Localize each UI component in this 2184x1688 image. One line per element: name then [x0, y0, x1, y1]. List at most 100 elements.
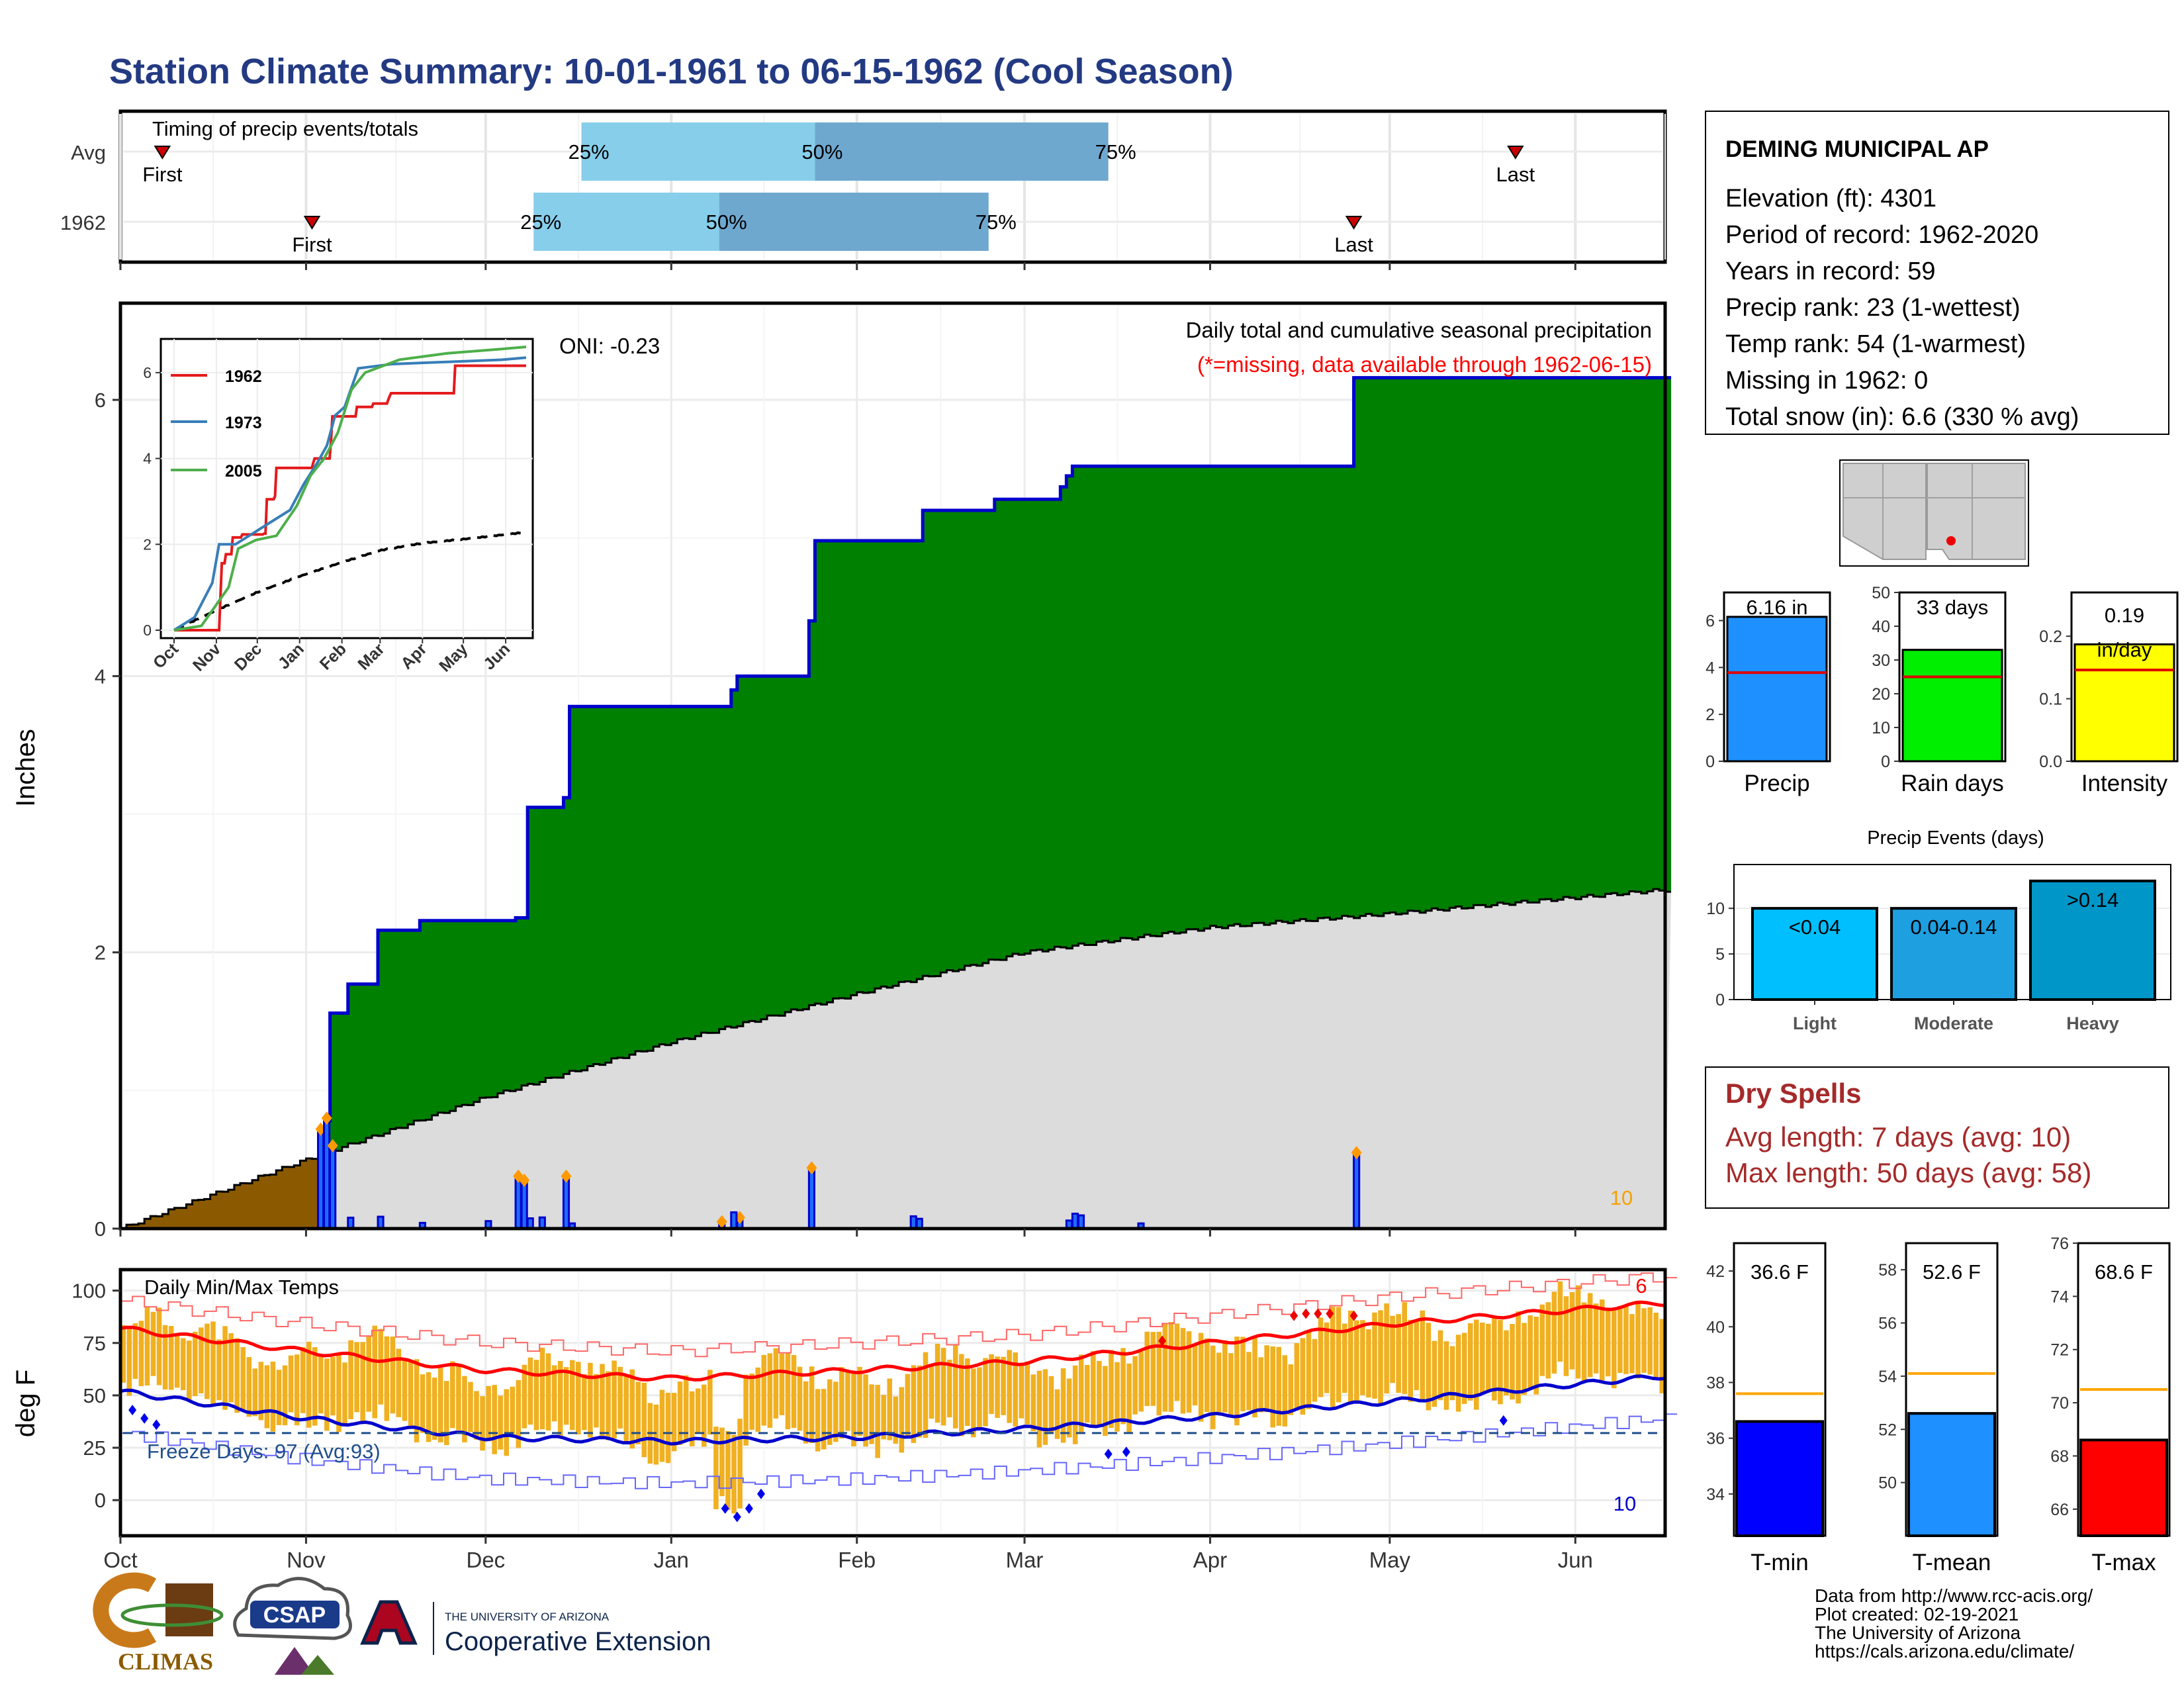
daily-temp-bar — [899, 1387, 905, 1453]
timing-label-25: 25% — [520, 211, 561, 234]
daily-temp-bar — [1030, 1374, 1036, 1432]
daily-snow-marker — [519, 1173, 530, 1187]
events-category-label: Moderate — [1914, 1013, 1993, 1033]
temp-summary-y-tick-label: 70 — [2050, 1394, 2069, 1413]
station-line-snow: Total snow (in): 6.6 (330 % avg) — [1725, 403, 2079, 431]
precip-corner-count: 10 — [1610, 1186, 1633, 1209]
daily-snow-marker — [321, 1111, 332, 1125]
daily-temp-bar — [486, 1385, 491, 1442]
climas-logo: CLIMAS — [93, 1572, 224, 1675]
station-location-marker — [1946, 536, 1956, 545]
daily-temp-bar — [551, 1365, 557, 1422]
events-bar-label: <0.04 — [1789, 915, 1841, 939]
daily-temp-bar — [779, 1353, 785, 1415]
freeze-days-label: Freeze Days: 97 (Avg:93) — [147, 1440, 381, 1463]
dry-spells-box: Dry Spells Avg length: 7 days (avg: 10) … — [1705, 1066, 2169, 1209]
temp-summary-bar — [1907, 1412, 1996, 1537]
daily-temp-bar — [288, 1355, 294, 1413]
daily-temp-bar — [905, 1374, 911, 1438]
temp-summary-bar — [2079, 1438, 2168, 1537]
record-low-count: 10 — [1614, 1492, 1636, 1515]
temp-summary-y-tick-label: 68 — [2050, 1447, 2069, 1466]
average-cumulative-area — [120, 889, 1672, 1229]
daily-temp-bar — [1492, 1317, 1497, 1401]
daily-temp-bar — [228, 1333, 234, 1403]
inset-average-line — [173, 530, 527, 632]
daily-temp-bar — [1042, 1369, 1048, 1445]
daily-precip-bar — [520, 1179, 528, 1230]
daily-snow-marker — [716, 1215, 727, 1229]
daily-temp-bar — [952, 1344, 958, 1429]
credit-plot-created: Plot created: 02-19-2021 — [1815, 1604, 2019, 1624]
csap-logo: CSAP — [233, 1577, 352, 1675]
timing-bar-50-75 — [719, 193, 989, 251]
month-label: Jan — [654, 1548, 689, 1572]
temp-daily-bars — [120, 1281, 1664, 1514]
daily-temp-bar — [677, 1381, 683, 1445]
timing-row-label-avg: Avg — [71, 141, 106, 164]
locator-map — [1839, 459, 2029, 567]
daily-temp-bar — [1510, 1324, 1515, 1400]
daily-temp-bar — [1539, 1304, 1545, 1376]
timing-first-marker — [303, 216, 321, 230]
record-high-marker — [1349, 1310, 1358, 1321]
daily-temp-bar — [1036, 1370, 1042, 1448]
month-label: Jun — [1558, 1548, 1593, 1572]
daily-temp-bar — [312, 1347, 318, 1426]
daily-temp-bar — [480, 1396, 485, 1451]
summary-bar-y-tick-label: 50 — [1872, 584, 1890, 602]
daily-temp-bar — [1288, 1364, 1294, 1415]
daily-temp-bar — [1312, 1338, 1318, 1402]
daily-temp-bar — [1270, 1346, 1275, 1428]
station-line-years: Years in record: 59 — [1725, 258, 1936, 285]
daily-temp-bar — [336, 1354, 341, 1432]
page-title: Station Climate Summary: 10-01-1961 to 0… — [109, 52, 1234, 91]
daily-temp-bar — [911, 1365, 917, 1443]
daily-temp-bar — [1300, 1338, 1306, 1415]
daily-precip-bar — [514, 1175, 522, 1230]
daily-temp-bar — [474, 1391, 479, 1440]
daily-temp-bar — [917, 1365, 923, 1438]
daily-temp-bar — [414, 1359, 420, 1442]
record-high-marker — [1290, 1310, 1298, 1321]
daily-temp-bar — [294, 1354, 300, 1426]
month-label: Dec — [466, 1548, 505, 1572]
summary-bar-y-tick-label: 0.0 — [2039, 753, 2062, 771]
daily-temp-bar — [318, 1356, 324, 1414]
daily-temp-bar — [252, 1368, 258, 1417]
map-arizona-shape — [1843, 463, 1927, 560]
daily-temp-bar — [1007, 1350, 1012, 1423]
daily-temp-bar — [785, 1353, 791, 1430]
daily-temp-bar — [1084, 1364, 1090, 1423]
daily-temp-bar — [576, 1362, 581, 1435]
daily-temp-bar — [174, 1333, 180, 1388]
daily-temp-bar — [600, 1364, 605, 1437]
daily-temp-bar — [150, 1311, 156, 1376]
inset-gridlines — [161, 339, 533, 638]
observed-cumulative-line — [324, 376, 1672, 1123]
daily-temp-bar — [743, 1374, 749, 1446]
precip-y-axis-label: Inches — [11, 729, 40, 807]
daily-temp-bar — [1437, 1330, 1443, 1401]
daily-temp-bar — [1551, 1291, 1557, 1374]
station-line-elevation: Elevation (ft): 4301 — [1725, 185, 1936, 212]
record-low-marker — [140, 1413, 149, 1424]
timing-bar-25-50 — [533, 193, 719, 251]
temp-summary-y-tick-label: 56 — [1878, 1315, 1897, 1333]
timing-label-75: 75% — [976, 211, 1017, 234]
events-bar — [1890, 907, 2017, 1001]
timing-first-label: First — [292, 233, 332, 256]
timing-rows: 25% 50% 75% First Last 25% 50% 75% First Last — [142, 122, 1535, 256]
temp-y-tick-label: 100 — [71, 1280, 106, 1303]
timing-last-label: Last — [1334, 233, 1373, 256]
daily-temp-bar — [1132, 1356, 1138, 1415]
daily-temp-bar — [606, 1371, 611, 1440]
daily-temp-bar — [1252, 1336, 1257, 1418]
daily-temp-bar — [1504, 1330, 1509, 1395]
summary-bar-y-tick-label: 0.1 — [2039, 690, 2062, 709]
daily-precip-bar — [329, 1145, 337, 1230]
daily-precip-bar — [538, 1216, 546, 1230]
daily-temp-bar — [1210, 1345, 1216, 1430]
precip-y-tick-label: 4 — [95, 665, 106, 688]
